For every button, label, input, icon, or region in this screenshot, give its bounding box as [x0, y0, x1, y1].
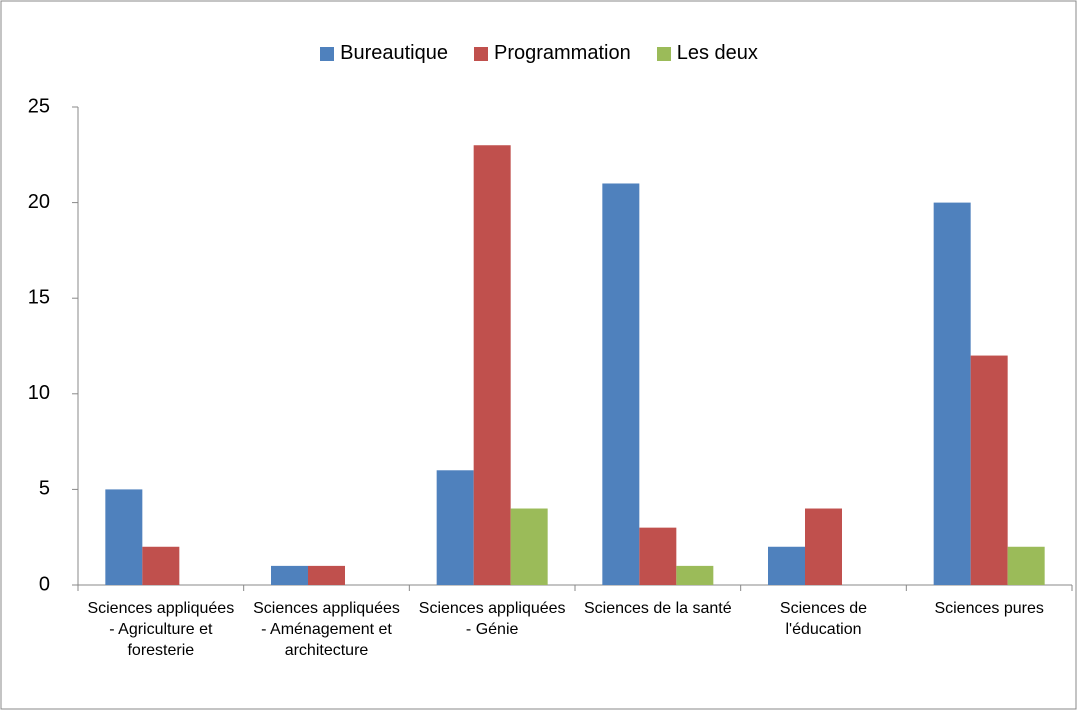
- bar: [676, 565, 714, 585]
- bar: [105, 489, 143, 585]
- legend-label: Programmation: [493, 42, 631, 64]
- bar: [970, 355, 1008, 585]
- bar: [602, 183, 640, 586]
- y-tick-label: 5: [39, 478, 50, 500]
- x-tick-label: Sciences pures: [934, 600, 1044, 617]
- bar: [436, 470, 474, 585]
- x-tick-label: Sciences de l'éducation: [779, 600, 868, 638]
- legend-label: Les deux: [676, 42, 758, 64]
- bar: [271, 565, 308, 585]
- y-tick-label: 10: [28, 382, 50, 404]
- bar: [308, 565, 345, 585]
- bar: [768, 546, 805, 585]
- x-tick-label: Sciences appliquées - Génie: [418, 600, 566, 638]
- bar: [933, 202, 971, 585]
- bar: [142, 546, 180, 585]
- bar: [1007, 546, 1045, 585]
- x-tick-label: Sciences de la santé: [584, 600, 732, 617]
- x-tick-label: Sciences appliquées - Aménagement et arc…: [253, 600, 400, 659]
- legend-item: Bureautique: [320, 42, 448, 65]
- y-tick-label: 15: [28, 286, 50, 308]
- bar: [805, 508, 842, 585]
- bar: [473, 145, 511, 586]
- bar: [510, 508, 548, 585]
- legend-label: Bureautique: [340, 42, 448, 64]
- x-tick-label: Sciences appliquées - Agriculture et for…: [87, 600, 235, 659]
- legend: Bureautique Programmation Les deux: [0, 42, 1078, 65]
- bar: [639, 527, 677, 585]
- legend-swatch: [320, 46, 335, 61]
- legend-swatch: [473, 46, 488, 61]
- y-tick-label: 0: [39, 573, 50, 595]
- legend-item: Programmation: [473, 42, 631, 65]
- legend-swatch: [656, 46, 671, 61]
- legend-item: Les deux: [656, 42, 758, 65]
- y-tick-label: 20: [28, 191, 50, 213]
- y-tick-label: 25: [28, 95, 50, 117]
